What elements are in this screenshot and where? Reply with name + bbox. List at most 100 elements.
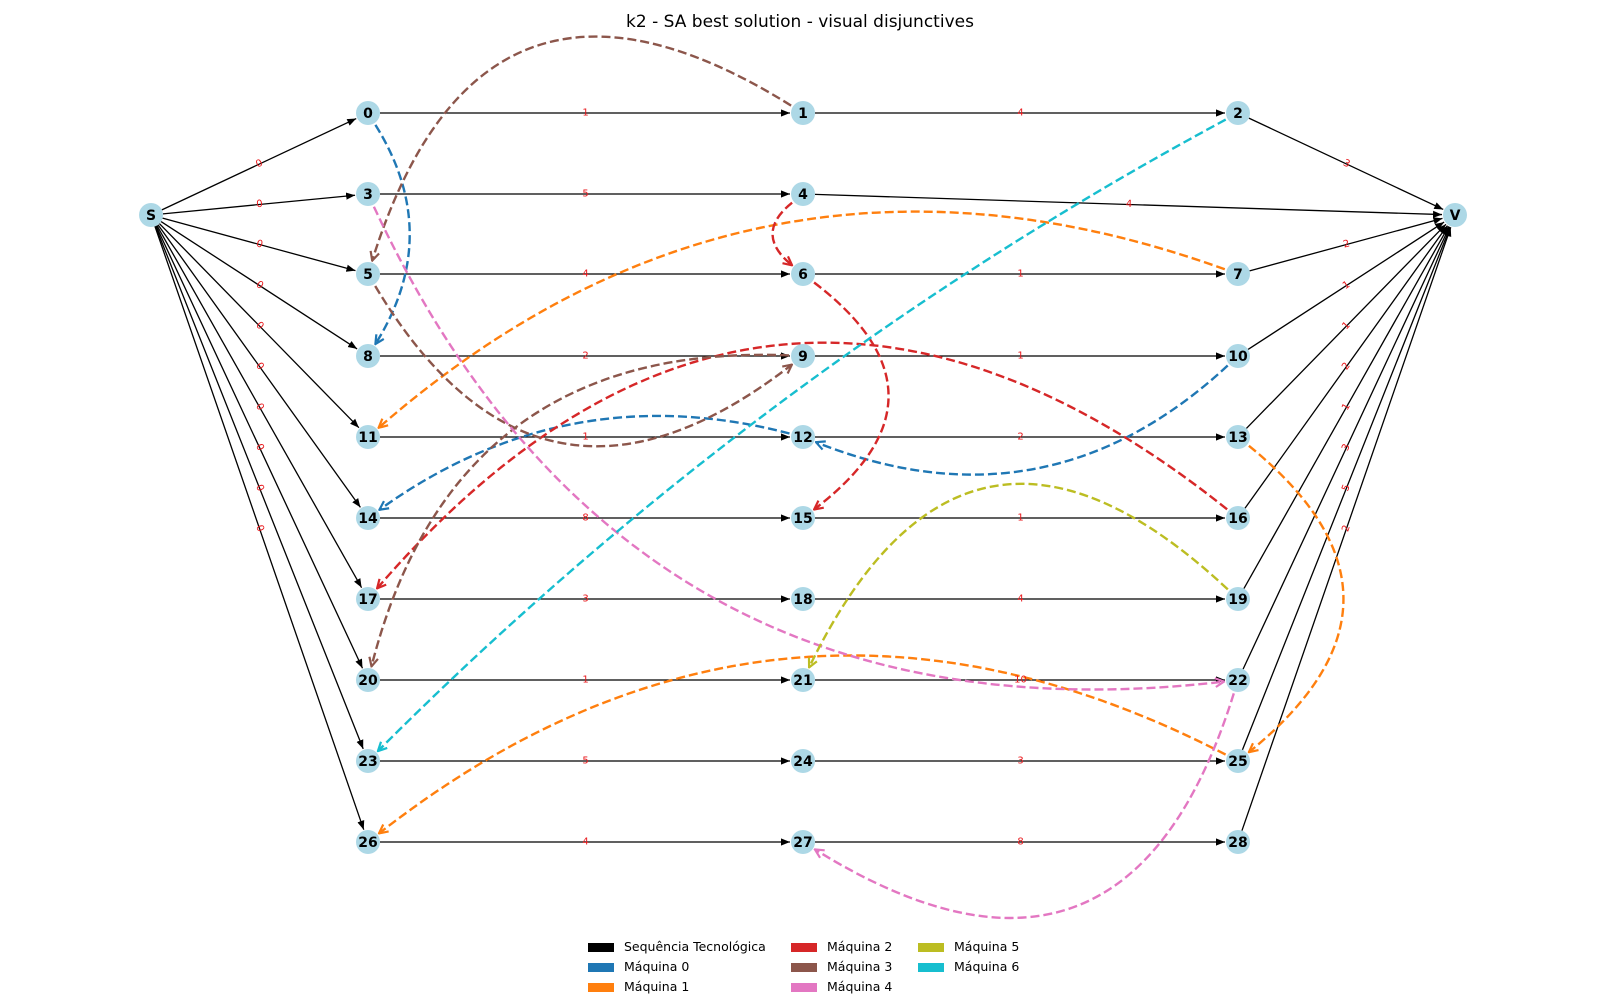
node-circle [791, 344, 815, 368]
tech-edge-22-V [1242, 226, 1451, 670]
node-label: 26 [358, 835, 377, 851]
tech-edge-S-17 [156, 225, 363, 589]
node-23: 23 [356, 749, 380, 773]
node-circle [356, 262, 380, 286]
disjunctive-edge-7-11 [379, 210, 1226, 428]
node-circle [791, 101, 815, 125]
weight-label: 1 [1017, 351, 1023, 362]
disjunctive-edge-5-9 [374, 285, 792, 448]
weight-label: 1 [582, 432, 588, 443]
tech-edge-S-3 [162, 192, 356, 215]
node-28: 28 [1226, 830, 1250, 854]
node-25: 25 [1226, 749, 1250, 773]
node-circle [791, 262, 815, 286]
disjunctive-edge-4-6 [771, 201, 793, 266]
node-circle [791, 749, 815, 773]
node-label: 2 [1233, 106, 1243, 122]
node-circle [1226, 830, 1250, 854]
weight-label: 0 [254, 279, 265, 292]
weight-label: 5 [1340, 483, 1353, 493]
node-circle [791, 587, 815, 611]
node-27: 27 [791, 830, 815, 854]
tech-edge-10-V [1247, 221, 1445, 351]
graph-title: k2 - SA best solution - visual disjuncti… [626, 12, 974, 32]
legend-label: Máquina 0 [624, 959, 690, 974]
weight-label: 0 [253, 442, 266, 452]
tech-edge-S-8 [160, 220, 358, 350]
legend-swatch [588, 943, 614, 952]
legend-swatch [588, 983, 614, 992]
tech-edge-S-23 [154, 225, 364, 750]
node-circle [1226, 425, 1250, 449]
node-label: 19 [1228, 592, 1247, 608]
weight-label: 2 [1340, 524, 1352, 534]
node-circle [791, 182, 815, 206]
node-14: 14 [356, 506, 380, 530]
node-label: V [1450, 208, 1461, 224]
node-label: 3 [363, 187, 373, 203]
node-label: 18 [793, 592, 812, 608]
node-label: 0 [363, 106, 373, 122]
disjunctive-edge-1-5 [372, 35, 792, 261]
disjunctive-edge-13-25 [1249, 444, 1345, 752]
node-circle [1226, 101, 1250, 125]
node-22: 22 [1226, 668, 1250, 692]
node-label: 16 [1228, 511, 1247, 527]
node-circle [791, 506, 815, 530]
legend-label: Máquina 1 [624, 979, 690, 994]
tech-edge-13-V [1245, 223, 1447, 429]
weight-label: 8 [582, 513, 588, 524]
legend-swatch [791, 983, 817, 992]
disjunctive-edge-0-8 [375, 124, 411, 344]
node-label: 24 [793, 754, 813, 770]
disjunctive-edge-2-23 [378, 118, 1227, 752]
node-18: 18 [791, 587, 815, 611]
node-21: 21 [791, 668, 815, 692]
weight-label: 4 [1126, 199, 1133, 210]
tech-edge-S-5 [162, 217, 356, 272]
node-circle [356, 830, 380, 854]
weight-label: 3 [1340, 442, 1353, 452]
node-circle [1226, 506, 1250, 530]
node-15: 15 [791, 506, 815, 530]
node-V: V [1443, 203, 1467, 227]
tech-edge-S-14 [157, 224, 361, 508]
legend-label: Sequência Tecnológica [624, 939, 766, 954]
node-circle [356, 182, 380, 206]
weight-label: 3 [582, 594, 588, 605]
disjunctive-edge-6-15 [814, 281, 890, 510]
node-label: 25 [1228, 754, 1247, 770]
weight-label: 1 [582, 675, 588, 686]
weight-label: 8 [1017, 837, 1023, 848]
weight-label: 0 [253, 483, 266, 493]
node-circle [356, 344, 380, 368]
node-label: 14 [358, 511, 378, 527]
disjunctive-edge-12-14 [379, 414, 790, 510]
disjunctive-edge-3-22 [372, 206, 1224, 691]
tech-edge-S-20 [155, 225, 364, 669]
weight-label: 2 [582, 351, 588, 362]
node-8: 8 [356, 344, 380, 368]
node-circle [791, 668, 815, 692]
weight-label: 0 [255, 238, 264, 250]
legend-label: Máquina 3 [827, 959, 893, 974]
node-circle [1226, 668, 1250, 692]
node-label: 5 [363, 267, 373, 283]
node-label: 21 [793, 673, 812, 689]
node-11: 11 [356, 425, 380, 449]
node-label: 12 [793, 430, 812, 446]
weight-label: 4 [582, 269, 588, 280]
weight-label: 1 [1017, 513, 1023, 524]
node-10: 10 [1226, 344, 1250, 368]
node-circle [1226, 587, 1250, 611]
weight-label: 0 [254, 158, 264, 171]
legend-swatch [918, 963, 944, 972]
node-2: 2 [1226, 101, 1250, 125]
weight-label: 0 [256, 199, 263, 211]
node-label: 22 [1228, 673, 1247, 689]
weight-label: 2 [1340, 361, 1353, 373]
node-16: 16 [1226, 506, 1250, 530]
weight-label: 1 [1017, 269, 1023, 280]
